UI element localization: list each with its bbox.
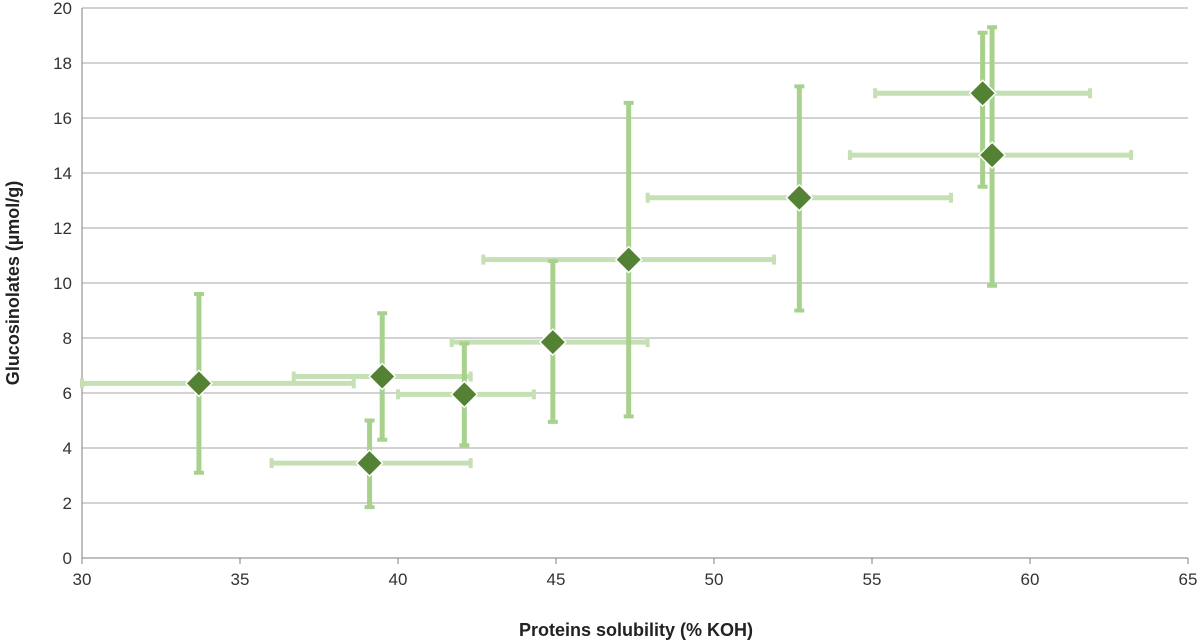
y-tick-label-0: 0 [63, 549, 72, 568]
data-point-4 [538, 328, 567, 357]
x-error-bars [80, 88, 1134, 469]
y-tick-label-6: 6 [63, 384, 72, 403]
x-tick-label-30: 30 [73, 570, 92, 589]
y-tick-label-4: 4 [63, 439, 72, 458]
gridlines [82, 7, 1188, 504]
y-tick-label-20: 20 [53, 0, 72, 18]
x-tick-label-35: 35 [231, 570, 250, 589]
x-tick-labels: 30 35 40 45 50 55 60 65 [73, 570, 1198, 589]
x-tick-label-45: 45 [547, 570, 566, 589]
data-point-5 [614, 245, 643, 274]
x-tick-label-65: 65 [1179, 570, 1198, 589]
y-axis-title: Glucosinolates (µmol/g) [3, 181, 23, 385]
y-tick-label-2: 2 [63, 494, 72, 513]
data-points [184, 79, 1007, 478]
x-tick-label-50: 50 [705, 570, 724, 589]
y-tick-labels: 0 2 4 6 8 10 12 14 16 18 20 [53, 0, 72, 568]
x-tick-label-60: 60 [1021, 570, 1040, 589]
x-axis-title: Proteins solubility (% KOH) [519, 620, 753, 640]
data-point-1 [355, 449, 384, 478]
y-tick-label-8: 8 [63, 329, 72, 348]
data-point-6 [785, 183, 814, 212]
y-tick-label-10: 10 [53, 274, 72, 293]
data-point-3 [450, 380, 479, 409]
x-tick-label-55: 55 [863, 570, 882, 589]
axes [81, 8, 1189, 564]
y-tick-label-16: 16 [53, 109, 72, 128]
y-error-bars [193, 25, 998, 510]
y-tick-label-14: 14 [53, 164, 72, 183]
data-point-8 [978, 141, 1007, 170]
y-tick-label-18: 18 [53, 54, 72, 73]
data-point-0 [184, 369, 213, 398]
data-point-2 [368, 362, 397, 391]
y-tick-label-12: 12 [53, 219, 72, 238]
data-point-7 [968, 79, 997, 108]
x-tick-label-40: 40 [389, 570, 408, 589]
